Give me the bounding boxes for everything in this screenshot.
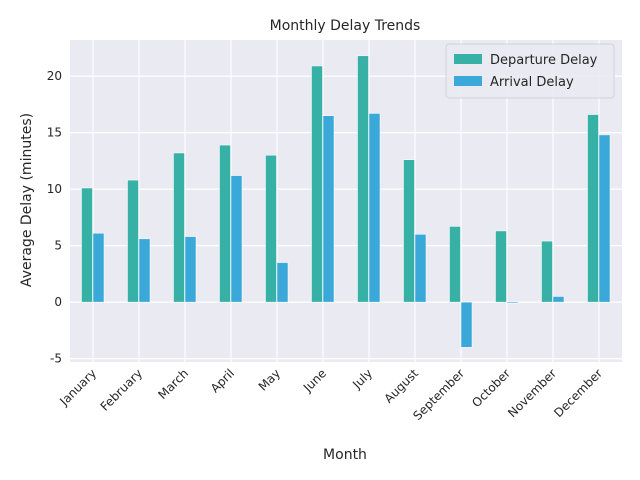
arrival-bar-march — [184, 236, 197, 303]
departure-bar-december — [587, 114, 599, 303]
y-axis-label: Average Delay (minutes) — [19, 113, 35, 287]
y-tick-label: -5 — [50, 352, 62, 366]
arrival-bar-july — [368, 113, 381, 303]
arrival-bar-august — [414, 234, 427, 303]
x-tick-label: March — [155, 366, 191, 402]
departure-bar-september — [449, 226, 461, 303]
departure-bar-october — [495, 230, 507, 303]
departure-bar-february — [127, 179, 139, 303]
arrival-bar-september — [460, 301, 473, 348]
bars — [81, 55, 611, 348]
x-tick-label: June — [300, 366, 329, 395]
legend-label: Departure Delay — [490, 53, 598, 68]
x-tick-label: November — [505, 366, 559, 420]
departure-bar-april — [219, 144, 231, 303]
chart-title: Monthly Delay Trends — [270, 18, 421, 34]
x-tick-label: May — [256, 366, 283, 393]
departure-bar-june — [311, 65, 323, 303]
x-tick-label: January — [56, 366, 99, 409]
x-tick-label: July — [349, 366, 375, 392]
y-tick-label: 15 — [47, 126, 62, 140]
y-tick-label: 10 — [47, 182, 62, 196]
y-axis-ticks: -5 0 5 10 15 20 — [47, 69, 62, 365]
y-tick-label: 20 — [47, 69, 62, 83]
departure-bar-november — [541, 240, 553, 303]
arrival-bar-may — [276, 262, 289, 303]
legend-label: Arrival Delay — [490, 75, 574, 90]
departure-bar-january — [81, 187, 93, 303]
arrival-bar-february — [138, 238, 151, 303]
arrival-bar-december — [598, 134, 611, 303]
legend-swatch — [454, 76, 482, 86]
departure-bar-march — [173, 152, 185, 303]
departure-bar-august — [403, 159, 415, 303]
x-axis-label: Month — [323, 447, 367, 463]
arrival-bar-october — [506, 301, 519, 304]
departure-bar-july — [357, 55, 369, 303]
arrival-bar-june — [322, 115, 335, 303]
legend-box — [445, 43, 615, 99]
x-tick-label: October — [469, 366, 513, 410]
departure-bar-may — [265, 154, 277, 303]
arrival-bar-april — [230, 175, 243, 303]
x-tick-label: December — [551, 366, 605, 420]
x-tick-label: August — [382, 366, 422, 406]
arrival-bar-january — [92, 232, 105, 303]
arrival-bar-november — [552, 296, 565, 303]
x-tick-label: February — [98, 366, 146, 414]
y-tick-label: 5 — [54, 239, 62, 253]
x-tick-label: April — [208, 366, 237, 395]
y-tick-label: 0 — [54, 295, 62, 309]
legend: Departure Delay Arrival Delay — [445, 43, 615, 99]
legend-swatch — [454, 54, 482, 64]
